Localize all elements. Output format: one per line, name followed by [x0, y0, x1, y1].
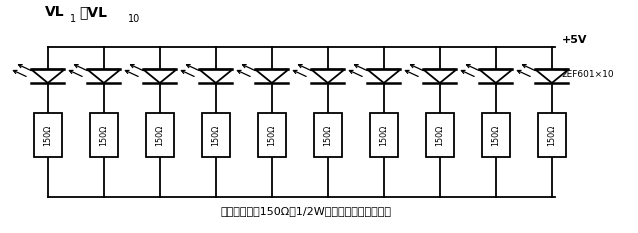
Text: 150Ω: 150Ω: [380, 124, 389, 146]
Polygon shape: [311, 69, 345, 83]
Text: 全部电阱均为150Ω、1/2W，接各三极管的集电极: 全部电阱均为150Ω、1/2W，接各三极管的集电极: [221, 206, 392, 216]
Text: 150Ω: 150Ω: [156, 124, 165, 146]
Text: 150Ω: 150Ω: [43, 124, 52, 146]
Text: VL: VL: [45, 5, 64, 19]
Bar: [146, 113, 174, 157]
Bar: [34, 113, 62, 157]
Polygon shape: [199, 69, 232, 83]
Bar: [482, 113, 510, 157]
Text: 1: 1: [70, 14, 77, 24]
Text: +5V: +5V: [561, 35, 587, 45]
Bar: [370, 113, 398, 157]
Polygon shape: [423, 69, 456, 83]
Text: 150Ω: 150Ω: [547, 124, 556, 146]
Text: 150Ω: 150Ω: [267, 124, 276, 146]
Text: ～VL: ～VL: [80, 5, 108, 19]
Polygon shape: [31, 69, 64, 83]
Text: 150Ω: 150Ω: [211, 124, 220, 146]
Bar: [538, 113, 566, 157]
Polygon shape: [535, 69, 568, 83]
Text: 150Ω: 150Ω: [491, 124, 500, 146]
Text: 150Ω: 150Ω: [323, 124, 332, 146]
Polygon shape: [479, 69, 512, 83]
Bar: [202, 113, 230, 157]
Bar: [258, 113, 286, 157]
Text: 2EF601×10: 2EF601×10: [561, 70, 614, 79]
Bar: [426, 113, 454, 157]
Polygon shape: [367, 69, 401, 83]
Text: 10: 10: [128, 14, 140, 24]
Bar: [90, 113, 118, 157]
Text: 150Ω: 150Ω: [100, 124, 108, 146]
Polygon shape: [87, 69, 121, 83]
Bar: [314, 113, 342, 157]
Polygon shape: [255, 69, 288, 83]
Polygon shape: [144, 69, 177, 83]
Text: 150Ω: 150Ω: [435, 124, 444, 146]
